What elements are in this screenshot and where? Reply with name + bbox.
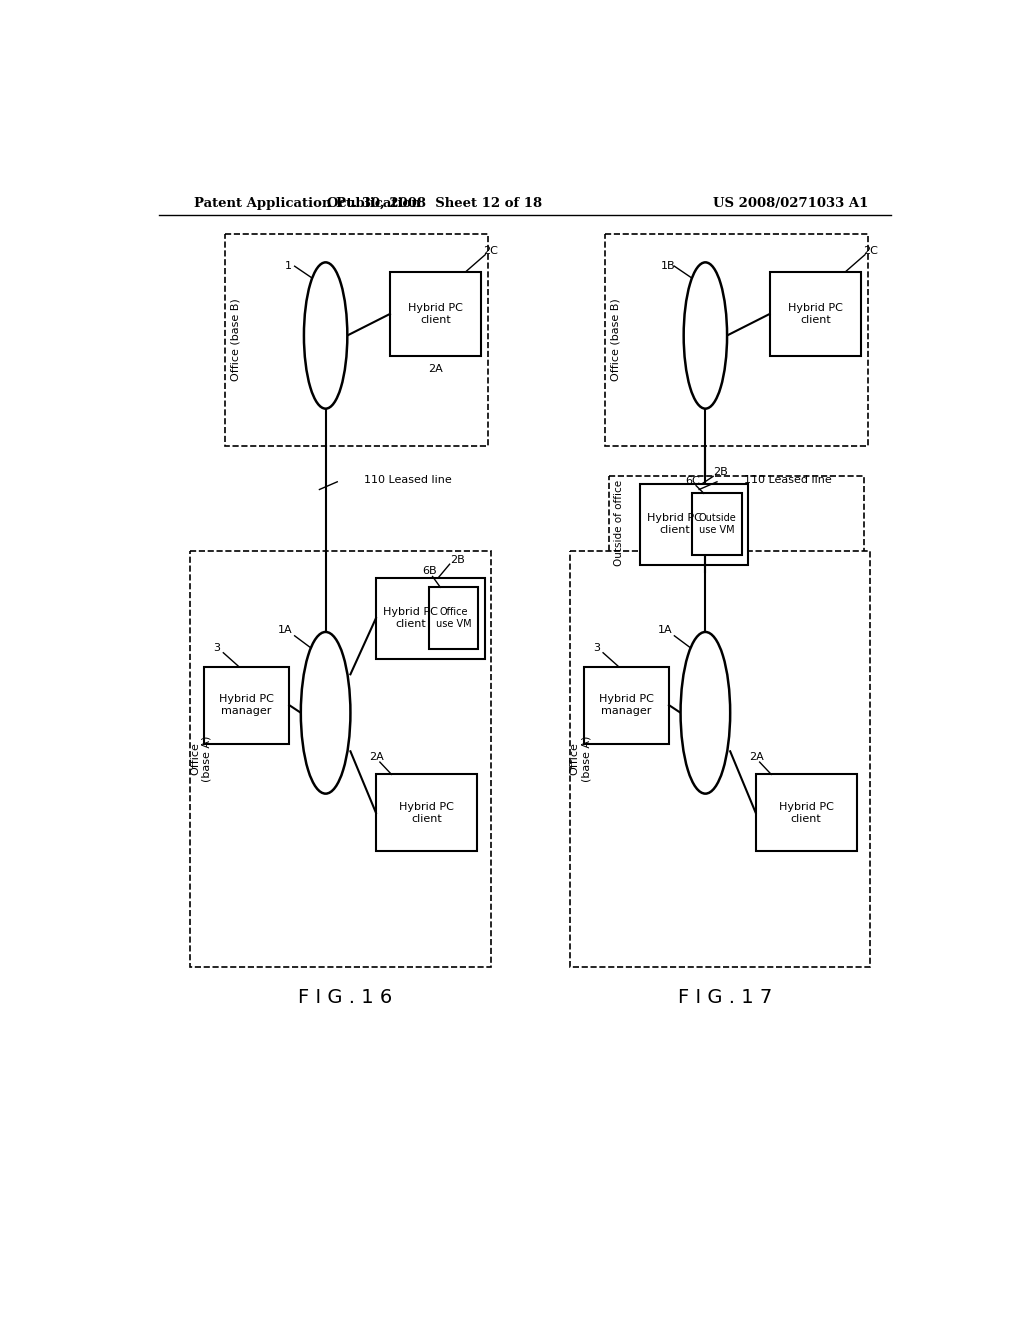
Text: F I G . 1 7: F I G . 1 7 — [678, 989, 772, 1007]
Text: 1A: 1A — [278, 626, 293, 635]
Bar — [190, 552, 490, 966]
Text: 1: 1 — [285, 261, 292, 271]
Text: Hybrid PC
client: Hybrid PC client — [647, 513, 701, 535]
Text: Outside of office: Outside of office — [614, 480, 625, 566]
Text: Hybrid PC
client: Hybrid PC client — [409, 304, 463, 325]
Text: Hybrid PC
client: Hybrid PC client — [788, 304, 843, 325]
Bar — [376, 578, 484, 659]
Text: Hybrid PC
manager: Hybrid PC manager — [599, 694, 653, 715]
Text: 1A: 1A — [657, 626, 673, 635]
Text: 1B: 1B — [660, 261, 676, 271]
Text: Oct. 30, 2008  Sheet 12 of 18: Oct. 30, 2008 Sheet 12 of 18 — [327, 197, 542, 210]
Bar — [770, 272, 861, 356]
Bar — [429, 587, 478, 649]
Text: Hybrid PC
client: Hybrid PC client — [383, 607, 438, 628]
Bar — [608, 475, 864, 572]
Text: Office
(base A): Office (base A) — [190, 735, 212, 783]
Text: Office (base B): Office (base B) — [230, 298, 241, 380]
Text: 6B: 6B — [422, 566, 437, 576]
Text: 110 Leased line: 110 Leased line — [744, 475, 831, 486]
Bar — [756, 775, 856, 851]
Bar — [376, 775, 477, 851]
Text: Office
use VM: Office use VM — [435, 607, 471, 628]
Text: 3: 3 — [593, 643, 600, 653]
Bar — [390, 272, 481, 356]
Bar — [569, 552, 870, 966]
Text: 2C: 2C — [863, 246, 878, 256]
Text: Outside
use VM: Outside use VM — [698, 513, 736, 535]
Text: Hybrid PC
manager: Hybrid PC manager — [219, 694, 274, 715]
Bar — [640, 484, 748, 565]
Ellipse shape — [304, 263, 347, 409]
Ellipse shape — [301, 632, 350, 793]
Text: Office
(base A): Office (base A) — [569, 735, 592, 783]
Text: 2A: 2A — [370, 751, 384, 762]
Text: 3: 3 — [214, 643, 220, 653]
Bar — [584, 667, 669, 743]
Ellipse shape — [684, 263, 727, 409]
Text: 2A: 2A — [750, 751, 764, 762]
Text: 2C: 2C — [483, 246, 498, 256]
Text: Patent Application Publication: Patent Application Publication — [194, 197, 421, 210]
Text: 2A: 2A — [428, 363, 443, 374]
Text: 2B: 2B — [450, 554, 465, 565]
Text: Hybrid PC
client: Hybrid PC client — [399, 803, 454, 824]
Bar — [604, 234, 868, 446]
Text: 110 Leased line: 110 Leased line — [365, 475, 453, 486]
Text: US 2008/0271033 A1: US 2008/0271033 A1 — [713, 197, 868, 210]
Bar — [204, 667, 289, 743]
Text: 6C: 6C — [686, 477, 700, 486]
Bar — [225, 234, 488, 446]
Text: Hybrid PC
client: Hybrid PC client — [778, 803, 834, 824]
Text: F I G . 1 6: F I G . 1 6 — [298, 989, 392, 1007]
Text: 2B: 2B — [714, 467, 728, 477]
Ellipse shape — [681, 632, 730, 793]
Text: Office (base B): Office (base B) — [610, 298, 621, 380]
Bar — [692, 494, 741, 554]
